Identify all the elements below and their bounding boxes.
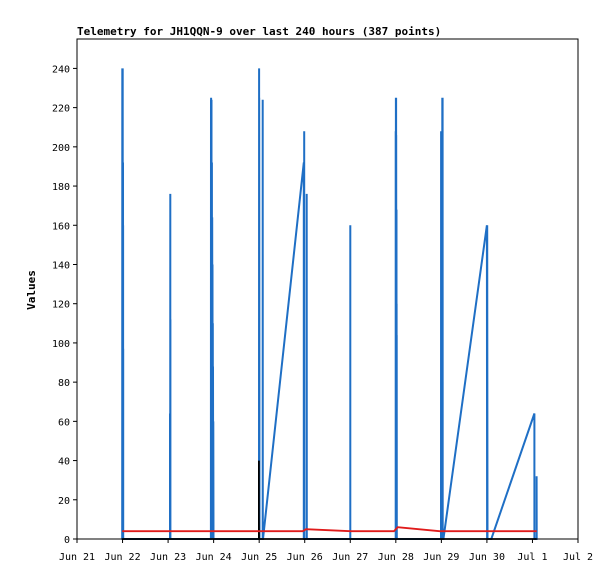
plot-area: [121, 68, 538, 540]
y-tick-label: 220: [52, 104, 70, 115]
y-tick-label: 60: [58, 417, 70, 428]
series-line-1: [122, 460, 537, 540]
x-tick-label: Jun 21: [59, 552, 95, 563]
y-tick-label: 180: [52, 182, 70, 193]
x-tick-label: Jul 2: [563, 552, 593, 563]
y-tick-label: 240: [52, 64, 70, 75]
x-tick-label: Jun 24: [196, 552, 232, 563]
y-tick-label: 140: [52, 260, 70, 271]
y-tick-label: 40: [58, 457, 70, 468]
x-tick-label: Jun 28: [378, 552, 414, 563]
y-axis-label: Values: [25, 270, 38, 310]
x-tick-label: Jun 29: [423, 552, 459, 563]
chart-title: Telemetry for JH1QQN-9 over last 240 hou…: [77, 25, 441, 38]
x-tick-label: Jun 27: [332, 552, 368, 563]
y-tick-label: 80: [58, 378, 70, 389]
y-tick-label: 0: [64, 535, 70, 546]
y-tick-label: 200: [52, 143, 70, 154]
axis-ticks: 0 20 40 60 80 100 120 140 160 180 200 220 240 Jun 21 J…: [52, 64, 593, 563]
plot-frame: [76, 38, 579, 540]
x-tick-label: Jun 22: [104, 552, 140, 563]
y-tick-label: 160: [52, 221, 70, 232]
y-tick-label: 120: [52, 300, 70, 311]
y-tick-label: 20: [58, 496, 70, 507]
x-tick-label: Jul 1: [517, 552, 547, 563]
x-tick-label: Jun 25: [241, 552, 277, 563]
x-tick-label: Jun 26: [287, 552, 323, 563]
x-tick-label: Jun 30: [469, 552, 505, 563]
y-tick-label: 100: [52, 339, 70, 350]
series-line-2: [122, 526, 537, 533]
x-tick-label: Jun 23: [150, 552, 186, 563]
series-line-0: [121, 68, 538, 540]
